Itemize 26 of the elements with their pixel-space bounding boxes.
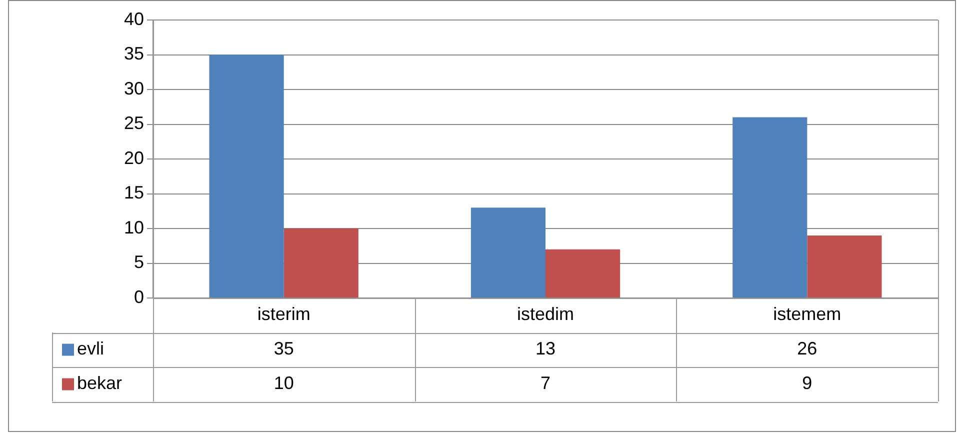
y-tick-label: 40 bbox=[124, 8, 144, 29]
y-tick-label: 20 bbox=[124, 148, 144, 168]
legend-label: evli bbox=[77, 338, 104, 359]
legend-label: bekar bbox=[77, 373, 122, 394]
data-label: 35 bbox=[274, 338, 294, 359]
data-label: 7 bbox=[540, 373, 551, 394]
y-tick-label: 25 bbox=[124, 113, 144, 134]
y-tick-label: 30 bbox=[124, 78, 144, 98]
y-tick-label: 10 bbox=[124, 217, 144, 238]
bar bbox=[209, 54, 284, 298]
y-tick-label: 15 bbox=[124, 182, 144, 203]
x-tick-label: isterim bbox=[257, 304, 310, 324]
data-label: 26 bbox=[797, 338, 818, 359]
bar bbox=[546, 249, 620, 298]
bar bbox=[284, 228, 358, 298]
y-tick-label: 5 bbox=[134, 252, 144, 272]
y-tick-label: 0 bbox=[134, 286, 144, 307]
bar bbox=[807, 235, 882, 298]
y-tick-label: 35 bbox=[124, 44, 144, 64]
data-label: 10 bbox=[274, 373, 294, 394]
x-tick-label: istemem bbox=[773, 304, 842, 324]
bar bbox=[470, 208, 546, 298]
data-label: 9 bbox=[802, 373, 812, 394]
bar bbox=[732, 117, 808, 298]
x-tick-label: istedim bbox=[516, 304, 574, 324]
data-label: 13 bbox=[535, 338, 556, 359]
